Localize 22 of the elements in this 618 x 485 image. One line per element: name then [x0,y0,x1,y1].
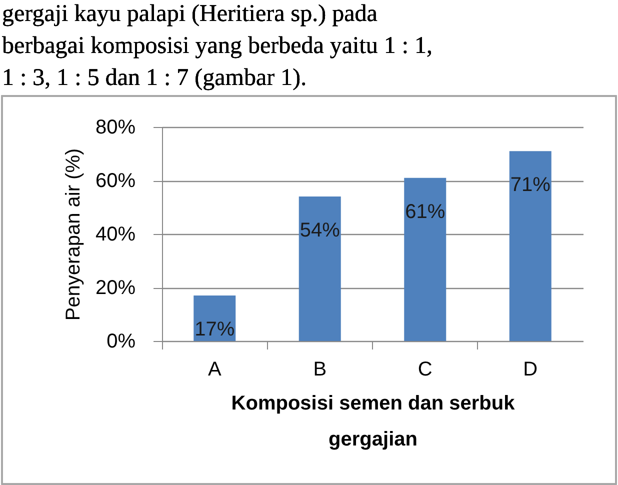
data-label: 17% [194,318,235,341]
bar [194,296,236,341]
y-tick-label: 60% [95,170,136,192]
text: 1 : 3, 1 : 5 dan 1 : 7 (gambar 1). [2,65,307,91]
y-tick-label: 20% [95,277,136,299]
bar [404,178,446,341]
x-tick-label: C [418,358,432,380]
bar [509,151,552,341]
y-tick-label: 40% [95,224,136,246]
data-label: 71% [510,174,551,196]
x-tick-label: B [313,358,327,380]
data-label: 61% [405,200,446,223]
text: berbagai komposisi yang berbeda yaitu 1 : 1, [2,33,433,59]
x-tick-label: D [523,358,538,380]
y-tick-label: 0% [106,330,136,352]
y-axis-title: Penyerapan air (%) [62,148,84,321]
x-tick-label: A [208,358,222,380]
data-label: 54% [300,220,340,242]
y-tick-label: 80% [95,116,136,138]
bar [298,196,341,341]
text: gergaji kayu palapi (Heritiera sp.) pada [2,1,378,27]
x-axis-title: Komposisi semen dan serbuk gergajian [231,392,516,450]
